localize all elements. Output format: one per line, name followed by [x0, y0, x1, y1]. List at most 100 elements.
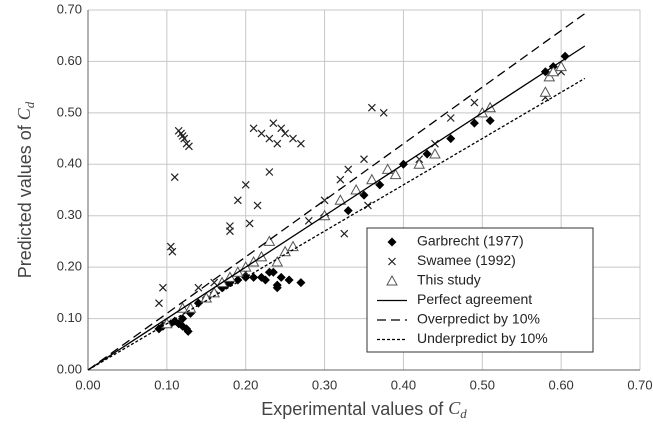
y-tick-label: 0.10: [57, 310, 82, 325]
point: [170, 173, 179, 182]
point: [469, 118, 479, 128]
point: [200, 291, 213, 303]
point: [446, 114, 455, 122]
legend-swatch: [387, 237, 397, 247]
x-tick-label: 0.70: [627, 377, 652, 392]
legend-label: Garbrecht (1977): [417, 233, 524, 249]
reference-line: [87, 13, 586, 371]
y-tick-label: 0.40: [57, 156, 82, 171]
point: [304, 216, 313, 225]
x-label-subscript: d: [460, 406, 467, 421]
point: [183, 326, 193, 336]
x-label-symbol: C: [448, 398, 461, 418]
point: [168, 247, 177, 256]
point: [269, 119, 278, 128]
point: [389, 168, 402, 180]
point: [180, 134, 189, 143]
legend-label: Underpredict by 10%: [417, 330, 548, 346]
point: [366, 173, 378, 185]
point: [155, 299, 163, 308]
y-label-text: Predicted values of: [15, 120, 35, 278]
y-tick-label: 0.50: [57, 104, 82, 119]
point: [359, 190, 369, 200]
point: [343, 206, 353, 216]
point: [364, 201, 372, 210]
point: [279, 245, 291, 257]
legend-label: Swamee (1992): [417, 252, 516, 268]
point: [193, 298, 203, 308]
legend-label: Perfect agreement: [417, 291, 532, 307]
reference-line: [87, 77, 586, 371]
y-tick-label: 0.00: [57, 361, 82, 376]
y-tick-label: 0.60: [57, 53, 82, 68]
x-tick-label: 0.40: [391, 377, 416, 392]
point: [367, 103, 376, 112]
point: [185, 142, 193, 151]
point: [485, 116, 495, 126]
point: [543, 70, 556, 82]
point: [226, 222, 234, 230]
point: [268, 267, 278, 277]
point: [360, 155, 368, 164]
x-tick-label: 0.00: [75, 377, 100, 392]
point: [284, 275, 294, 285]
point: [379, 108, 388, 117]
x-tick-label: 0.50: [470, 377, 495, 392]
point: [334, 194, 347, 205]
point: [210, 278, 219, 287]
point: [245, 219, 254, 228]
legend-label: Overpredict by 10%: [417, 311, 540, 327]
point: [241, 180, 250, 189]
point: [381, 163, 394, 174]
point: [260, 275, 270, 285]
point: [350, 183, 362, 195]
point: [277, 124, 286, 133]
x-tick-label: 0.60: [548, 377, 573, 392]
point: [555, 60, 567, 72]
point: [560, 51, 570, 61]
point: [166, 242, 175, 251]
point: [281, 129, 290, 138]
legend-swatch: [388, 257, 396, 266]
point: [249, 272, 259, 282]
y-tick-label: 0.20: [57, 259, 82, 274]
point: [289, 134, 297, 143]
y-label-symbol: C: [14, 107, 34, 120]
x-axis-label: Experimental values of Cd: [261, 398, 467, 421]
y-label-subscript: d: [22, 101, 37, 108]
x-tick-label: 0.10: [154, 377, 179, 392]
point: [276, 272, 286, 282]
point: [249, 124, 258, 133]
y-axis-label: Predicted values of Cd: [14, 101, 37, 278]
point: [539, 86, 552, 97]
point: [253, 201, 262, 210]
point: [194, 283, 203, 292]
x-tick-label: 0.20: [233, 377, 258, 392]
point: [446, 134, 456, 144]
point: [413, 158, 426, 169]
point: [340, 229, 349, 238]
point: [233, 275, 243, 285]
point: [422, 149, 432, 159]
point: [336, 175, 345, 184]
x-label-text: Experimental values of: [261, 399, 448, 419]
point: [296, 139, 305, 148]
x-tick-label: 0.30: [312, 377, 337, 392]
point: [344, 165, 353, 174]
point: [263, 235, 276, 246]
point: [429, 147, 441, 159]
point: [547, 65, 560, 77]
point: [271, 255, 284, 267]
legend-swatch: [386, 274, 398, 286]
point: [375, 180, 385, 190]
point: [272, 283, 282, 293]
point: [257, 129, 266, 138]
point: [296, 278, 306, 288]
point: [208, 286, 221, 298]
reference-line: [87, 45, 586, 371]
point: [265, 168, 274, 176]
legend-box: [366, 227, 594, 353]
point: [233, 196, 242, 205]
point: [273, 139, 282, 148]
